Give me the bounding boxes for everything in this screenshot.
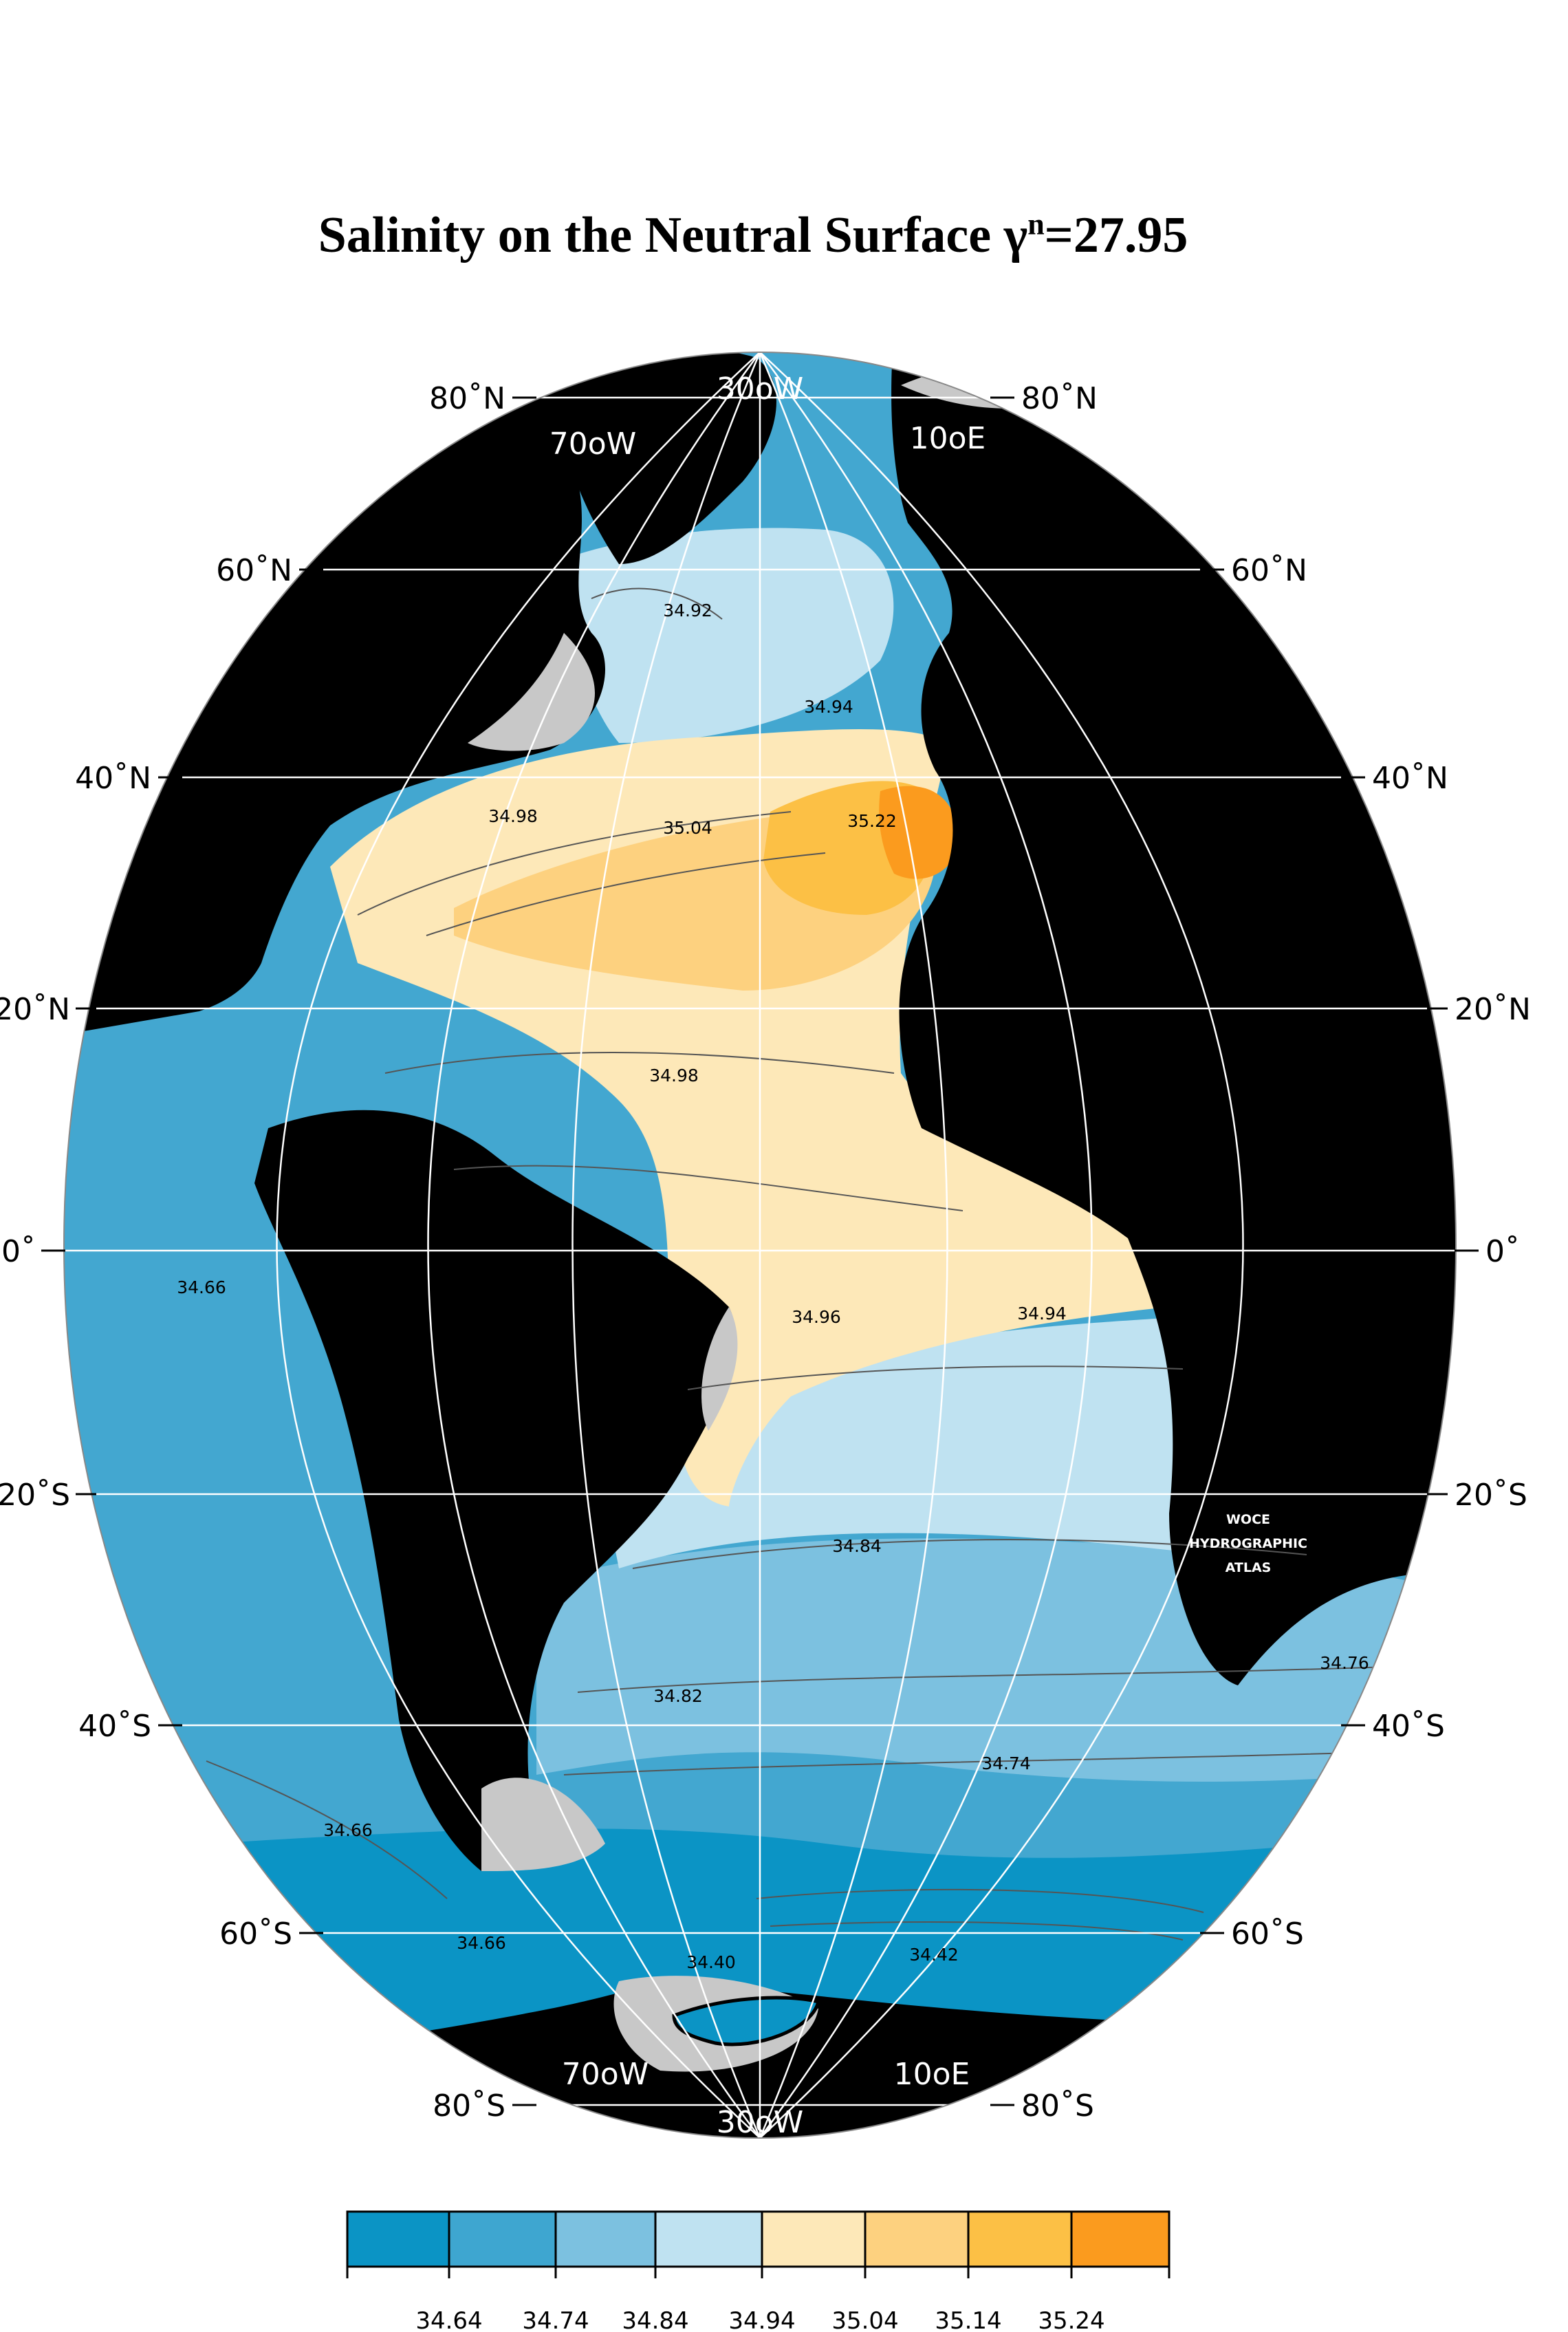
woce-watermark: WOCE HYDROGRAPHIC ATLAS	[1189, 1512, 1307, 1575]
lat-label-right-20n: 20˚N	[1455, 992, 1531, 1027]
colorbar-ticks	[346, 2212, 1170, 2278]
latitude-labels-right: 80˚N 60˚N 40˚N 20˚N 0˚ 20˚S 40˚S 60˚S 80…	[1021, 381, 1531, 2124]
lat-label-right-80n: 80˚N	[1021, 381, 1098, 416]
colorbar-tick-label: 34.94	[728, 2307, 795, 2332]
lon-label-bottom-10e: 10oE	[894, 2057, 970, 2092]
colorbar-swatch-1	[347, 2212, 449, 2267]
colorbar-tick-label: 34.84	[622, 2307, 688, 2332]
greenland	[550, 352, 776, 564]
contour-label: 34.42	[909, 1945, 959, 1965]
colorbar-swatch-7	[968, 2212, 1071, 2267]
meridian-10e	[759, 352, 948, 2138]
contour-label: 34.94	[804, 697, 853, 717]
lat-label-left-20s: 20˚S	[0, 1478, 70, 1513]
latitude-ticks	[41, 396, 1479, 2106]
lon-label-top-70w: 70oW	[549, 427, 636, 462]
contour-label: 34.74	[981, 1753, 1031, 1773]
lat-label-left-0: 0˚	[1, 1234, 36, 1269]
lat-label-left-60s: 60˚S	[219, 1917, 292, 1952]
title-suffix: =27.95	[1044, 207, 1188, 263]
contour-label: 35.04	[663, 818, 712, 838]
shelf-newfoundland	[468, 633, 595, 751]
latitude-labels-left: 80˚N 60˚N 40˚N 20˚N 0˚ 20˚S 40˚S 60˚S 80…	[0, 381, 505, 2124]
colorbar-tick-label: 35.04	[831, 2307, 898, 2332]
lat-label-right-60s: 60˚S	[1231, 1917, 1304, 1952]
colorbar: 34.64 34.74 34.84 34.94 35.04 35.14 35.2…	[346, 2210, 1170, 2332]
colorbar-swatch-4	[655, 2212, 762, 2267]
title-symbol: γ	[1003, 207, 1028, 263]
lat-label-right-40n: 40˚N	[1372, 761, 1448, 796]
lat-label-left-20n: 20˚N	[0, 992, 70, 1027]
shelf-patagonia	[481, 1778, 605, 1871]
contour-label: 34.82	[653, 1686, 703, 1706]
lat-label-left-80n: 80˚N	[429, 381, 505, 416]
woce-line-3: ATLAS	[1226, 1560, 1272, 1575]
colorbar-tick-label: 35.24	[1038, 2307, 1104, 2332]
globe-outline	[63, 352, 1457, 2139]
meridian-90e	[759, 352, 1244, 2138]
woce-line-2: HYDROGRAPHIC	[1189, 1536, 1307, 1551]
lon-label-top-30w: 30oW	[717, 371, 803, 407]
title-sup: n	[1027, 207, 1045, 241]
longitude-labels: 30oW 70oW 10oE 70oW 30oW 10oE	[549, 371, 986, 2140]
contour-labels: 34.92 34.94 34.98 35.04 35.22 34.98 34.6…	[177, 601, 1369, 1972]
lat-label-left-60n: 60˚N	[216, 553, 292, 588]
lat-label-right-0: 0˚	[1485, 1234, 1520, 1269]
colorbar-swatch-3	[556, 2212, 655, 2267]
contour-label: 34.92	[663, 601, 712, 620]
colorbar-tick-label: 34.74	[522, 2307, 589, 2332]
contour-label: 34.84	[832, 1536, 882, 1556]
lat-label-right-60n: 60˚N	[1231, 553, 1307, 588]
contour-label: 34.66	[457, 1933, 506, 1953]
lon-label-bottom-30w: 30oW	[717, 2105, 803, 2140]
colorbar-swatch-6	[865, 2212, 968, 2267]
meridian-70w	[571, 352, 761, 2138]
lat-label-right-20s: 20˚S	[1455, 1478, 1527, 1513]
contour-label: 34.98	[649, 1066, 699, 1086]
colorbar-swatch-2	[449, 2212, 556, 2267]
meridian-50e	[759, 352, 1093, 2138]
title-prefix: Salinity on the Neutral Surface	[318, 207, 1004, 263]
lon-label-bottom-70w: 70oW	[562, 2057, 649, 2092]
contour-label: 34.76	[1320, 1653, 1369, 1673]
region-35-24	[879, 786, 959, 879]
meridian-110w	[427, 352, 761, 2138]
region-34-84-south	[605, 1314, 1210, 1568]
south-america	[254, 1110, 736, 1871]
contour-label: 35.22	[847, 811, 897, 831]
contour-label: 34.96	[792, 1307, 841, 1327]
lon-label-top-10e: 10oE	[910, 421, 986, 456]
colorbar-tick-label: 35.14	[935, 2307, 1001, 2332]
lat-label-right-40s: 40˚S	[1372, 1709, 1445, 1744]
colorbar-tick-label: 34.64	[415, 2307, 482, 2332]
lat-label-left-80s: 80˚S	[433, 2088, 505, 2124]
contour-label: 34.94	[1017, 1304, 1067, 1324]
contour-label: 34.40	[686, 1952, 736, 1972]
contour-label: 34.66	[177, 1277, 226, 1297]
colorbar-swatch-5	[762, 2212, 865, 2267]
shelf-brazil	[701, 1307, 738, 1431]
lat-label-right-80s: 80˚S	[1021, 2088, 1094, 2124]
meridian-150w	[276, 352, 761, 2138]
contour-label: 34.66	[323, 1820, 373, 1840]
contour-label: 34.98	[488, 806, 538, 826]
contour-lines	[206, 587, 1456, 1941]
colorbar-swatch-8	[1071, 2212, 1169, 2267]
woce-line-1: WOCE	[1226, 1512, 1270, 1527]
colorbar-frame	[346, 2210, 1170, 2268]
map-title: Salinity on the Neutral Surface γn=27.95	[0, 206, 1506, 265]
region-34-84-north	[550, 528, 894, 743]
lat-label-left-40s: 40˚S	[78, 1709, 151, 1744]
lat-label-left-40n: 40˚N	[75, 761, 151, 796]
